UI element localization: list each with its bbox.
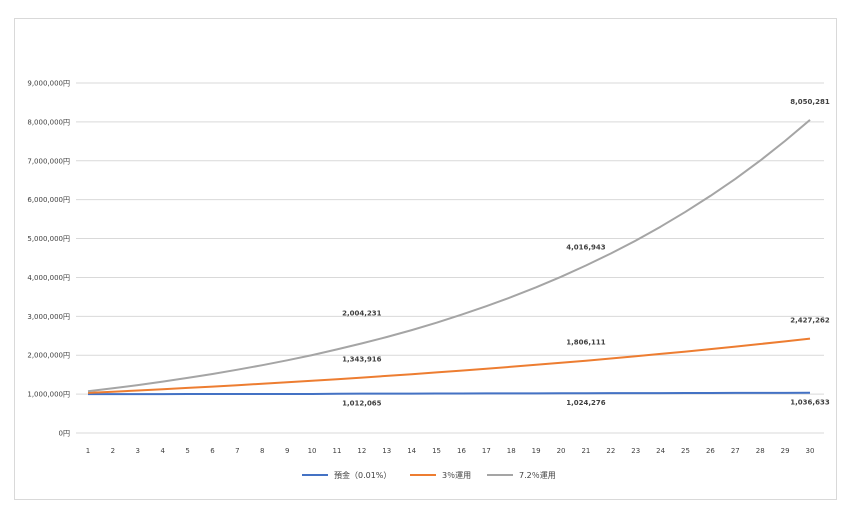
x-tick-label-25: 26 [706, 447, 715, 455]
x-tick-label-21: 22 [606, 447, 615, 455]
data-label-3: 1,343,916 [342, 356, 382, 364]
x-tick-label-4: 5 [185, 447, 189, 455]
x-tick-label-5: 6 [210, 447, 215, 455]
series-line-0 [88, 391, 811, 396]
data-label-8: 8,050,281 [790, 98, 830, 106]
x-tick-label-2: 3 [136, 447, 140, 455]
x-tick-label-1: 2 [111, 447, 115, 455]
y-tick-label-7: 7,000,000円 [27, 157, 70, 165]
y-tick-label-8: 8,000,000円 [27, 118, 70, 126]
x-tick-label-29: 30 [806, 447, 815, 455]
x-tick-label-27: 28 [756, 447, 765, 455]
x-tick-label-20: 21 [581, 447, 590, 455]
x-tick-label-6: 7 [235, 447, 239, 455]
data-label-5: 2,427,262 [790, 317, 830, 325]
y-tick-label-5: 5,000,000円 [27, 235, 70, 243]
x-tick-label-7: 8 [260, 447, 264, 455]
x-tick-label-11: 12 [357, 447, 366, 455]
data-label-0: 1,012,065 [342, 400, 382, 408]
chart-frame [14, 18, 837, 500]
data-label-4: 1,806,111 [566, 339, 606, 347]
y-tick-label-2: 2,000,000円 [27, 352, 70, 360]
y-tick-label-6: 6,000,000円 [27, 196, 70, 204]
x-tick-label-22: 23 [631, 447, 640, 455]
x-tick-label-12: 13 [382, 447, 391, 455]
x-tick-label-3: 4 [160, 447, 165, 455]
x-tick-label-8: 9 [285, 447, 289, 455]
legend-label-1: 3％運用 [442, 471, 471, 480]
x-tick-label-23: 24 [656, 447, 665, 455]
x-tick-label-28: 29 [781, 447, 790, 455]
x-tick-label-26: 27 [731, 447, 740, 455]
legend-label-0: 預金（0.01%） [334, 470, 391, 480]
x-tick-label-19: 20 [557, 447, 566, 455]
x-tick-label-17: 18 [507, 447, 516, 455]
x-tick-label-15: 16 [457, 447, 466, 455]
y-tick-label-9: 9,000,000円 [27, 80, 70, 88]
data-label-1: 1,024,276 [566, 399, 606, 407]
data-label-2: 1,036,633 [790, 399, 830, 407]
x-tick-label-16: 17 [482, 447, 491, 455]
x-tick-label-0: 1 [86, 447, 90, 455]
series-line-2 [87, 119, 811, 393]
y-tick-label-4: 4,000,000円 [27, 274, 70, 282]
data-label-7: 4,016,943 [566, 244, 606, 252]
x-tick-label-24: 25 [681, 447, 690, 455]
x-tick-label-14: 15 [432, 447, 441, 455]
x-tick-label-13: 14 [407, 447, 416, 455]
legend-label-2: 7.2％運用 [519, 471, 556, 480]
x-tick-label-9: 10 [308, 447, 317, 455]
y-tick-label-3: 3,000,000円 [27, 313, 70, 321]
x-tick-label-18: 19 [532, 447, 541, 455]
series-line-1 [87, 337, 811, 394]
y-tick-label-0: 0円 [59, 430, 70, 438]
x-tick-label-10: 11 [333, 447, 342, 455]
data-label-6: 2,004,231 [342, 309, 382, 317]
y-tick-label-1: 1,000,000円 [27, 391, 70, 399]
